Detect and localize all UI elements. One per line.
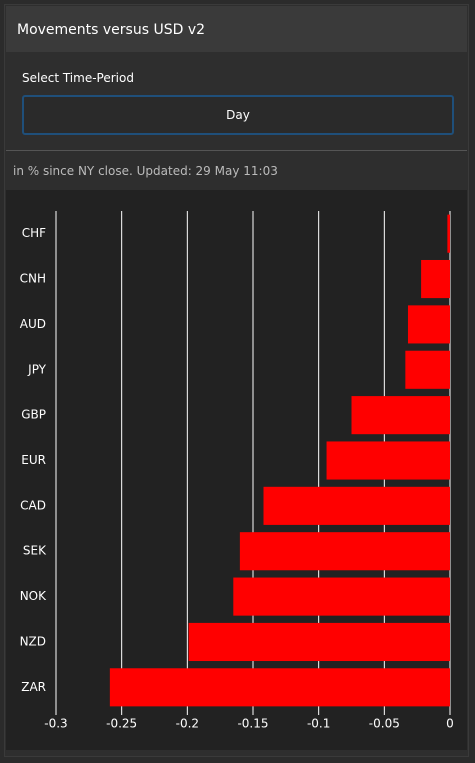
- y-tick-label: NZD: [20, 634, 46, 648]
- y-tick-label: AUD: [20, 317, 46, 331]
- x-tick-label: -0.25: [106, 717, 137, 731]
- bar: [109, 668, 450, 707]
- bar: [263, 486, 450, 525]
- x-tick-label: -0.05: [369, 717, 400, 731]
- bar: [239, 532, 450, 571]
- bar: [405, 350, 450, 389]
- period-dropdown[interactable]: Day: [22, 95, 454, 135]
- x-tick-label: -0.3: [44, 717, 67, 731]
- separator: [6, 150, 467, 151]
- x-tick-label: -0.2: [176, 717, 199, 731]
- bar: [233, 577, 450, 616]
- bar: [326, 441, 450, 480]
- bar: [421, 259, 450, 299]
- header: Movements versus USD v2: [6, 6, 467, 52]
- y-tick-label: CAD: [20, 498, 46, 512]
- y-tick-label: GBP: [21, 408, 46, 422]
- y-tick-label: EUR: [21, 453, 46, 467]
- y-tick-label: ZAR: [21, 680, 46, 694]
- y-tick-label: SEK: [23, 544, 47, 558]
- bar: [351, 396, 450, 435]
- bar: [188, 622, 450, 662]
- x-tick-label: 0: [446, 717, 454, 731]
- y-tick-label: CHF: [22, 226, 46, 240]
- y-tick-label: NOK: [20, 589, 47, 603]
- x-tick-label: -0.1: [307, 717, 330, 731]
- x-tick-label: -0.15: [237, 717, 268, 731]
- chart: -0.3 -0.25 -0.2 -0.15 -0.1 -0.05 0 CHF CNH AUD JPY…: [6, 190, 467, 750]
- y-tick-label: JPY: [27, 362, 47, 376]
- y-tick-label: CNH: [20, 272, 46, 286]
- header-title: Movements versus USD v2: [17, 22, 206, 38]
- bar: [407, 305, 450, 344]
- bar: [447, 214, 450, 253]
- subtitle: in % since NY close. Updated: 29 May 11:…: [13, 164, 278, 178]
- select-label: Select Time-Period: [22, 71, 134, 85]
